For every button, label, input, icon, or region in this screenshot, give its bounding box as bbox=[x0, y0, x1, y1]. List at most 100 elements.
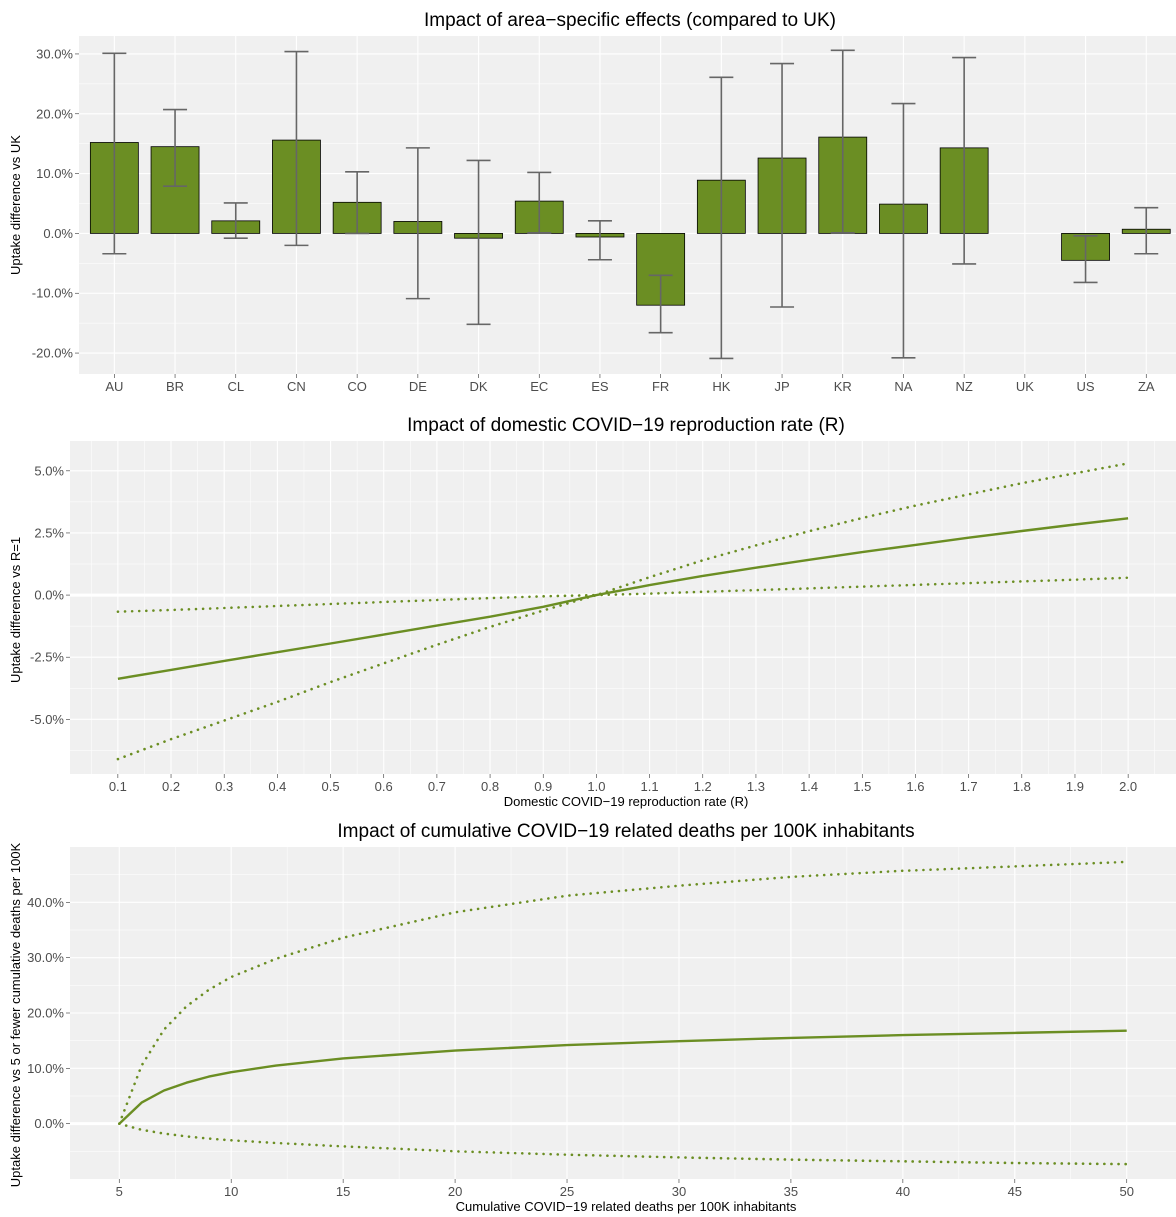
y-tick-label: -5.0% bbox=[30, 712, 64, 727]
x-tick-label: 30 bbox=[672, 1184, 686, 1199]
x-tick-label-co: CO bbox=[347, 379, 367, 394]
reproduction-rate-lines bbox=[116, 462, 1130, 761]
error-bar-fr bbox=[648, 274, 673, 334]
x-tick-label-cn: CN bbox=[287, 379, 306, 394]
error-bar-hk bbox=[709, 76, 734, 360]
estimate-line bbox=[118, 1029, 1127, 1125]
x-tick-label: 40 bbox=[896, 1184, 910, 1199]
x-tick-label: 1.5 bbox=[853, 779, 871, 794]
x-tick-label: 45 bbox=[1008, 1184, 1022, 1199]
reproduction-rate-x-axis-label: Domestic COVID−19 reproduction rate (R) bbox=[504, 794, 749, 809]
error-bar-ec bbox=[527, 171, 552, 234]
x-tick-label: 0.8 bbox=[481, 779, 499, 794]
cumulative-deaths-y-axis: 0.0% 10.0% 20.0% 30.0% 40.0% bbox=[27, 895, 70, 1131]
error-bar-za bbox=[1134, 206, 1159, 255]
x-tick-label-hk: HK bbox=[712, 379, 730, 394]
x-tick-label: 0.6 bbox=[375, 779, 393, 794]
area-effects-y-axis-label: Uptake difference vs UK bbox=[8, 135, 23, 275]
x-tick-label-es: ES bbox=[591, 379, 609, 394]
error-bar-de bbox=[405, 147, 430, 300]
x-tick-label-br: BR bbox=[166, 379, 184, 394]
y-tick-label: -20.0% bbox=[32, 346, 74, 361]
y-tick-label: -10.0% bbox=[32, 286, 74, 301]
x-tick-label-na: NA bbox=[894, 379, 912, 394]
upper-bound-line bbox=[118, 860, 1128, 1125]
error-bar-nz bbox=[952, 56, 977, 265]
y-tick-label: 0.0% bbox=[34, 588, 64, 603]
reproduction-rate-gridlines bbox=[70, 441, 1176, 774]
reproduction-rate-y-axis: -5.0% -2.5% 0.0% 2.5% 5.0% bbox=[30, 463, 70, 727]
cumulative-deaths-y-axis-label: Uptake difference vs 5 or fewer cumulati… bbox=[8, 842, 23, 1187]
lower-bound-line bbox=[116, 576, 1130, 761]
error-bar-us bbox=[1073, 235, 1098, 284]
error-bar-cl bbox=[223, 202, 248, 240]
reproduction-rate-chart: Impact of domestic COVID−19 reproduction… bbox=[8, 415, 1176, 809]
x-tick-label: 1.9 bbox=[1066, 779, 1084, 794]
x-tick-label-fr: FR bbox=[652, 379, 669, 394]
x-tick-label: 25 bbox=[560, 1184, 574, 1199]
x-tick-label: 50 bbox=[1120, 1184, 1134, 1199]
y-tick-label: 30.0% bbox=[36, 46, 73, 61]
reproduction-rate-y-axis-label: Uptake difference vs R=1 bbox=[8, 537, 23, 683]
y-tick-label: 10.0% bbox=[36, 166, 73, 181]
cumulative-deaths-chart: Impact of cumulative COVID−19 related de… bbox=[8, 821, 1176, 1214]
y-tick-label: 40.0% bbox=[27, 895, 64, 910]
error-bar-na bbox=[891, 102, 916, 359]
area-effects-chart: Impact of area−specific effects (compare… bbox=[8, 10, 1176, 394]
error-bar-cn bbox=[284, 50, 309, 247]
y-tick-label: 20.0% bbox=[36, 106, 73, 121]
x-tick-label: 1.2 bbox=[694, 779, 712, 794]
area-effects-bars bbox=[89, 49, 1171, 360]
x-tick-label-jp: JP bbox=[774, 379, 789, 394]
cumulative-deaths-x-axis-label: Cumulative COVID−19 related deaths per 1… bbox=[456, 1199, 797, 1214]
x-tick-label: 1.6 bbox=[906, 779, 924, 794]
x-tick-label: 5 bbox=[116, 1184, 123, 1199]
x-tick-label: 1.0 bbox=[587, 779, 605, 794]
x-tick-label: 0.7 bbox=[428, 779, 446, 794]
x-tick-label: 1.8 bbox=[1013, 779, 1031, 794]
x-tick-label-uk: UK bbox=[1016, 379, 1034, 394]
cumulative-deaths-lines bbox=[118, 860, 1128, 1166]
x-tick-label-za: ZA bbox=[1138, 379, 1155, 394]
x-tick-label: 1.1 bbox=[641, 779, 659, 794]
error-bar-au bbox=[102, 52, 127, 255]
y-tick-label: 30.0% bbox=[27, 950, 64, 965]
x-tick-label: 1.4 bbox=[800, 779, 818, 794]
error-bar-es bbox=[587, 220, 612, 261]
cumulative-deaths-title: Impact of cumulative COVID−19 related de… bbox=[337, 821, 914, 842]
y-tick-label: 2.5% bbox=[34, 525, 64, 540]
error-bar-dk bbox=[466, 159, 491, 326]
x-tick-label-kr: KR bbox=[834, 379, 852, 394]
y-tick-label: 0.0% bbox=[34, 1116, 64, 1131]
error-bar-br bbox=[163, 108, 188, 187]
x-tick-label-nz: NZ bbox=[955, 379, 972, 394]
error-bar-co bbox=[345, 170, 370, 235]
y-tick-label: 5.0% bbox=[34, 463, 64, 478]
area-effects-panel bbox=[79, 36, 1176, 374]
reproduction-rate-title: Impact of domestic COVID−19 reproduction… bbox=[407, 415, 845, 436]
y-tick-label: 0.0% bbox=[43, 226, 73, 241]
error-bar-kr bbox=[830, 49, 855, 234]
y-tick-label: 10.0% bbox=[27, 1061, 64, 1076]
x-tick-label-de: DE bbox=[409, 379, 427, 394]
area-effects-title: Impact of area−specific effects (compare… bbox=[424, 10, 836, 31]
x-tick-label: 2.0 bbox=[1119, 779, 1137, 794]
x-tick-label: 0.2 bbox=[162, 779, 180, 794]
x-tick-label-au: AU bbox=[105, 379, 123, 394]
x-tick-label-cl: CL bbox=[227, 379, 244, 394]
x-tick-label: 0.1 bbox=[109, 779, 127, 794]
x-tick-label: 0.4 bbox=[268, 779, 286, 794]
x-tick-label-dk: DK bbox=[470, 379, 488, 394]
y-tick-label: -2.5% bbox=[30, 650, 64, 665]
x-tick-label: 20 bbox=[448, 1184, 462, 1199]
error-bar-jp bbox=[770, 62, 795, 308]
x-tick-label: 1.3 bbox=[747, 779, 765, 794]
x-tick-label: 0.9 bbox=[534, 779, 552, 794]
x-tick-label: 1.7 bbox=[960, 779, 978, 794]
y-tick-label: 20.0% bbox=[27, 1006, 64, 1021]
x-tick-label-ec: EC bbox=[530, 379, 548, 394]
x-tick-label: 10 bbox=[224, 1184, 238, 1199]
x-tick-label: 0.5 bbox=[322, 779, 340, 794]
reproduction-rate-x-axis: 0.1 0.2 0.3 0.4 0.5 0.6 0.7 0.8 0.9 1.0 1.1 1.2 1.3 1… bbox=[109, 774, 1137, 794]
